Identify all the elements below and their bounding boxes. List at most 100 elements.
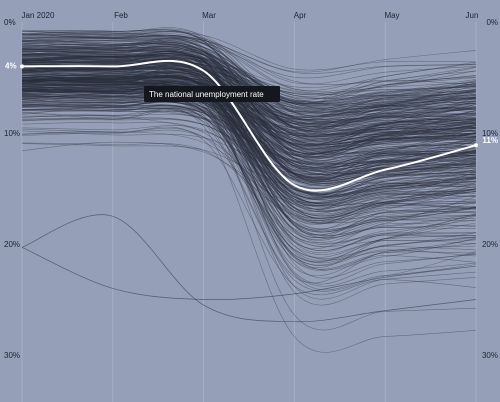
county-line [21,28,477,111]
x-tick-label: May [384,11,399,20]
county-line [21,128,477,215]
county-line [21,59,477,171]
county-line [21,101,477,157]
county-line [21,70,477,137]
county-line [21,92,477,204]
county-line [21,38,477,204]
county-line [21,44,477,236]
county-line [21,86,477,162]
county-line [21,84,477,241]
county-line [21,50,477,224]
county-line [21,81,477,148]
county-line [21,81,477,140]
county-line [21,40,477,120]
county-line [21,62,477,152]
county-line [21,115,477,173]
county-line [21,73,477,154]
county-line [21,85,477,148]
county-line [21,40,477,100]
county-line [21,57,477,269]
county-line [21,85,477,184]
county-line [21,87,477,207]
county-line [21,85,477,213]
county-line [21,81,477,206]
county-line [21,101,477,222]
county-line [21,62,477,248]
county-line [21,48,477,179]
county-line [21,48,477,103]
county-line [21,96,477,169]
county-line [21,107,477,230]
county-line [21,100,477,255]
county-line [21,54,477,107]
county-line [21,79,477,149]
county-line [21,77,477,145]
county-line [21,53,477,113]
county-line [21,60,477,291]
county-line [21,67,477,261]
county-line [21,87,477,217]
county-line [21,73,477,141]
county-line [21,45,477,158]
county-line [21,85,477,214]
county-line [21,46,477,94]
county-line [21,73,477,155]
county-line [21,65,477,142]
county-line [21,79,477,125]
county-line [21,82,477,167]
county-line [21,99,477,167]
county-line [21,94,477,168]
county-line [21,60,477,107]
county-line [21,77,477,169]
county-line [21,76,477,124]
county-line [21,110,477,156]
county-line [21,106,477,210]
county-line [21,78,477,121]
county-line [21,52,477,164]
county-line [21,54,477,181]
county-line [21,67,477,145]
county-line [21,71,477,175]
y-tick-label-right: 20% [482,240,498,249]
county-line [21,86,477,178]
county-line [21,41,477,186]
county-line [21,80,477,130]
county-line [21,68,477,138]
county-line [21,80,477,147]
county-line [21,85,477,186]
county-line [21,52,477,153]
county-line [21,68,477,148]
county-line [21,55,477,96]
county-line [21,99,477,258]
county-line [21,56,477,172]
county-line [21,89,477,155]
county-line [21,30,477,71]
county-line [21,56,477,104]
county-line [21,73,477,239]
county-line [21,82,477,189]
county-line [21,53,477,195]
county-line [21,101,477,223]
county-line [21,77,477,147]
county-line [21,141,477,207]
x-tick-label: Apr [294,11,307,20]
county-line [21,42,477,149]
county-line [21,79,477,130]
county-line [21,82,477,200]
county-line [21,79,477,204]
county-line [21,110,477,292]
county-line [21,127,477,247]
vertical-gridlines [21,22,477,402]
county-line [21,99,477,191]
county-line [21,126,477,296]
county-line [21,91,477,277]
county-line [21,68,477,244]
national-rate-start-point [20,64,24,69]
county-line [21,118,477,180]
county-line [21,68,477,264]
county-line [21,50,477,185]
y-tick-label-right: 10% [482,129,498,138]
national-rate-start-label: 4% [5,61,17,70]
county-line [21,90,477,129]
county-line [21,89,477,146]
